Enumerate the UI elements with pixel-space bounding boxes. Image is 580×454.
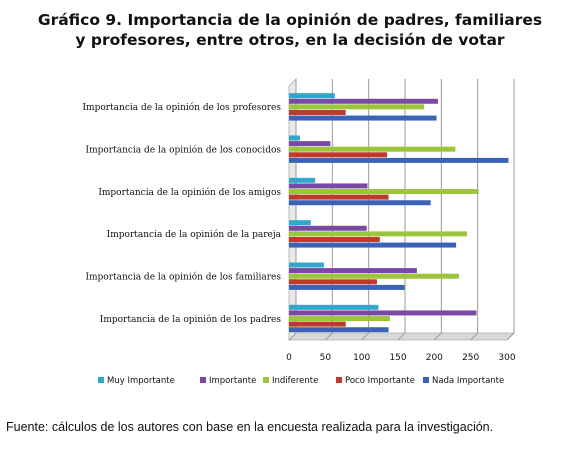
bar [289, 109, 346, 115]
bar [289, 183, 368, 189]
x-tick-label: 200 [426, 353, 443, 363]
bar [289, 135, 300, 141]
bar [289, 157, 509, 163]
legend-label: Poco Importante [345, 376, 415, 386]
gridline-floor [324, 332, 333, 341]
legend-swatch [336, 377, 342, 383]
bar [289, 304, 379, 310]
x-tick-label: 100 [353, 353, 370, 363]
bar [289, 93, 335, 99]
legend-label: Nada Importante [432, 376, 504, 386]
bar [289, 194, 389, 200]
bar [289, 146, 456, 152]
legend-swatch [263, 377, 269, 383]
legend-label: Indiferente [272, 376, 318, 386]
legend-label: Muy Importante [107, 376, 175, 386]
legend-label: Importante [209, 376, 256, 386]
bar [289, 242, 457, 248]
bar [289, 327, 389, 333]
legend-swatch [423, 377, 429, 383]
x-tick-label: 50 [320, 353, 332, 363]
bar [289, 231, 468, 237]
chart-title: Gráfico 9. Importancia de la opinión de … [0, 10, 580, 50]
x-tick-label: 150 [389, 353, 406, 363]
bar [289, 273, 460, 279]
bar [289, 284, 405, 290]
legend-swatch [200, 377, 206, 383]
bar [289, 177, 316, 183]
bar [289, 98, 438, 104]
bar [289, 316, 391, 322]
chart-title-line-1: Gráfico 9. Importancia de la opinión de … [37, 11, 543, 29]
bar [289, 189, 479, 195]
gridline-floor [433, 332, 442, 341]
bar [289, 321, 346, 327]
gridline-floor [506, 332, 515, 341]
bar [289, 310, 477, 316]
bar [289, 279, 377, 285]
gridline-floor [470, 332, 479, 341]
y-category-label: Importancia de la opinión de la pareja [107, 229, 282, 240]
bar [289, 200, 431, 206]
gridline-floor [288, 332, 297, 341]
bar [289, 141, 331, 147]
y-category-label: Importancia de la opinión de los padres [100, 314, 282, 325]
bar [289, 152, 388, 158]
y-category-label: Importancia de la opinión de los conocid… [86, 145, 282, 156]
gridline-floor [361, 332, 370, 341]
bar [289, 104, 425, 110]
bar [289, 225, 367, 231]
legend-swatch [98, 377, 104, 383]
x-tick-label: 250 [462, 353, 479, 363]
source-note: Fuente: cálculos de los autores con base… [6, 420, 494, 434]
gridline-floor [397, 332, 406, 341]
y-category-label: Importancia de la opinión de los profeso… [82, 102, 281, 113]
y-category-label: Importancia de la opinión de los familia… [85, 272, 281, 283]
bar [289, 262, 324, 268]
bar [289, 268, 417, 274]
y-category-label: Importancia de la opinión de los amigos [98, 187, 281, 198]
bar [289, 115, 437, 121]
x-tick-label: 0 [286, 353, 292, 363]
chart-title-line-2: y profesores, entre otros, en la decisió… [75, 31, 505, 49]
x-tick-label: 300 [498, 353, 515, 363]
bar [289, 220, 311, 226]
bar [289, 236, 380, 242]
